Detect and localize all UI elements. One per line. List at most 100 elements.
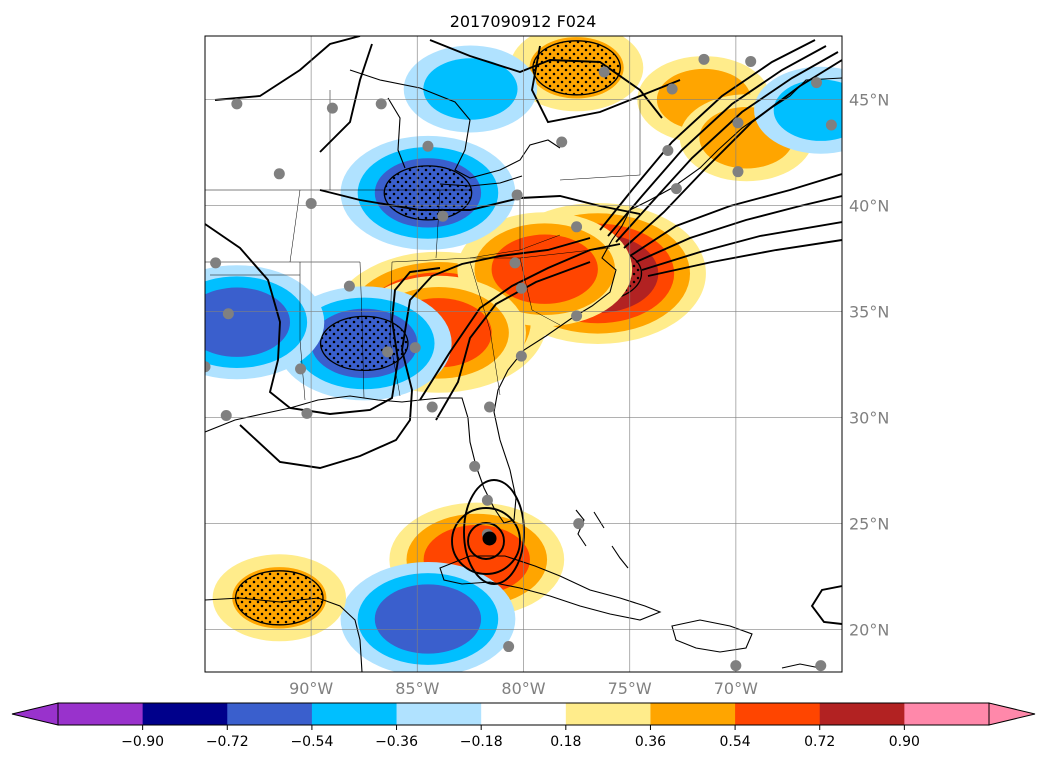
isobar — [214, 36, 361, 101]
station-point — [295, 363, 307, 375]
colorbar-tick-label: 0.90 — [889, 734, 920, 750]
station-point — [437, 210, 449, 222]
colorbar-segment — [650, 703, 736, 725]
station-point — [511, 189, 523, 201]
isobar-tight-gradient — [599, 39, 816, 231]
isobar — [205, 223, 441, 415]
station-point — [503, 641, 515, 653]
latitude-tick-label: 25°N — [849, 515, 889, 534]
map-plot-area — [205, 36, 842, 672]
colorbar-tick-label: −0.36 — [375, 734, 418, 750]
station-point — [210, 257, 222, 269]
isobar — [419, 243, 621, 401]
map-tick-labels: 90°W 85°W 80°W 75°W 70°W 20°N 25°N 30°N 35°N 40°N… — [289, 91, 889, 698]
station-point — [811, 77, 823, 89]
station-point — [222, 308, 234, 320]
isobar — [531, 45, 681, 124]
station-point — [556, 136, 568, 148]
station-point — [515, 282, 527, 294]
isobar — [239, 237, 591, 469]
station-point — [231, 98, 243, 110]
hurricane-isobar — [467, 522, 505, 560]
anomaly-field-blob — [423, 58, 518, 120]
longitude-tick-label: 70°W — [714, 679, 758, 698]
longitude-tick-label: 90°W — [289, 679, 333, 698]
colorbar-segment — [227, 703, 313, 725]
isobar-tight-gradient — [647, 239, 842, 277]
latitude-tick-label: 30°N — [849, 409, 889, 428]
isobar — [319, 189, 641, 215]
colorbar-segment — [565, 703, 651, 725]
great-lakes-outline — [349, 69, 561, 187]
state-borders — [205, 90, 641, 401]
station-point — [422, 140, 434, 152]
colorbar-tick-label: 0.72 — [804, 734, 835, 750]
station-point — [745, 55, 757, 67]
isobar-tight-gradient — [615, 51, 839, 243]
isobar — [429, 39, 663, 119]
colorbar-segment — [311, 703, 398, 725]
longitude-tick-label: 75°W — [608, 679, 652, 698]
colorbar-segment — [396, 703, 482, 725]
station-point — [815, 660, 827, 672]
station-point — [732, 166, 744, 178]
anomaly-field-blob — [205, 287, 291, 357]
station-point — [273, 168, 285, 180]
colorbar-tick-label: 0.54 — [720, 734, 751, 750]
colorbar-segment — [904, 703, 990, 725]
station-point — [666, 83, 678, 95]
station-point — [662, 144, 674, 156]
latitude-tick-label: 45°N — [849, 91, 889, 110]
colorbar-segment — [481, 703, 567, 725]
station-point — [426, 401, 438, 413]
yucatan-coastline — [205, 597, 363, 672]
station-point — [515, 350, 527, 362]
station-point — [484, 401, 496, 413]
mslp-contour-layer — [205, 36, 842, 625]
colorbar-segment — [735, 703, 821, 725]
hurricane-center-marker — [482, 531, 497, 546]
colorbar-segment — [58, 703, 144, 725]
anomaly-field-blob — [374, 584, 482, 654]
colorbar-tick-label: 0.18 — [550, 734, 581, 750]
isobar-tight-gradient — [623, 59, 842, 249]
chart-title: 2017090912 F024 — [450, 12, 597, 31]
colorbar-frame — [57, 702, 990, 726]
isobar-tight-gradient — [635, 195, 842, 263]
station-point — [343, 280, 355, 292]
colorbar-tick-label: −0.90 — [121, 734, 164, 750]
station-point — [670, 183, 682, 195]
station-markers — [205, 53, 837, 672]
latitude-tick-label: 20°N — [849, 621, 889, 640]
station-point — [305, 197, 317, 209]
significance-stipple — [234, 570, 324, 626]
isobar — [810, 585, 842, 625]
colorbar-tick-label: −0.72 — [206, 734, 249, 750]
state-border-layer — [205, 90, 641, 401]
colorbar-segment — [142, 703, 228, 725]
colorbar-tick-label: −0.54 — [290, 734, 333, 750]
colorbar-extend-low — [11, 702, 59, 726]
station-point — [375, 98, 387, 110]
longitude-tick-label: 85°W — [395, 679, 439, 698]
latitude-tick-label: 40°N — [849, 197, 889, 216]
station-point — [382, 346, 394, 358]
station-point — [326, 102, 338, 114]
station-point — [469, 460, 481, 472]
station-point — [730, 660, 742, 672]
station-point — [220, 409, 232, 421]
station-point — [573, 518, 585, 530]
hurricane-isobar — [463, 479, 525, 585]
station-point — [732, 117, 744, 129]
colorbar: −0.90 −0.72 −0.54 −0.36 −0.18 0.18 0.36 0.54 0.7… — [11, 702, 1036, 750]
anomaly-field-blob — [773, 79, 842, 141]
station-point — [698, 53, 710, 65]
puerto-rico-coastline — [781, 663, 821, 669]
station-point — [301, 407, 313, 419]
significance-stipple — [383, 165, 473, 221]
station-point — [571, 310, 583, 322]
map-frame — [204, 35, 843, 673]
station-point — [825, 119, 837, 131]
